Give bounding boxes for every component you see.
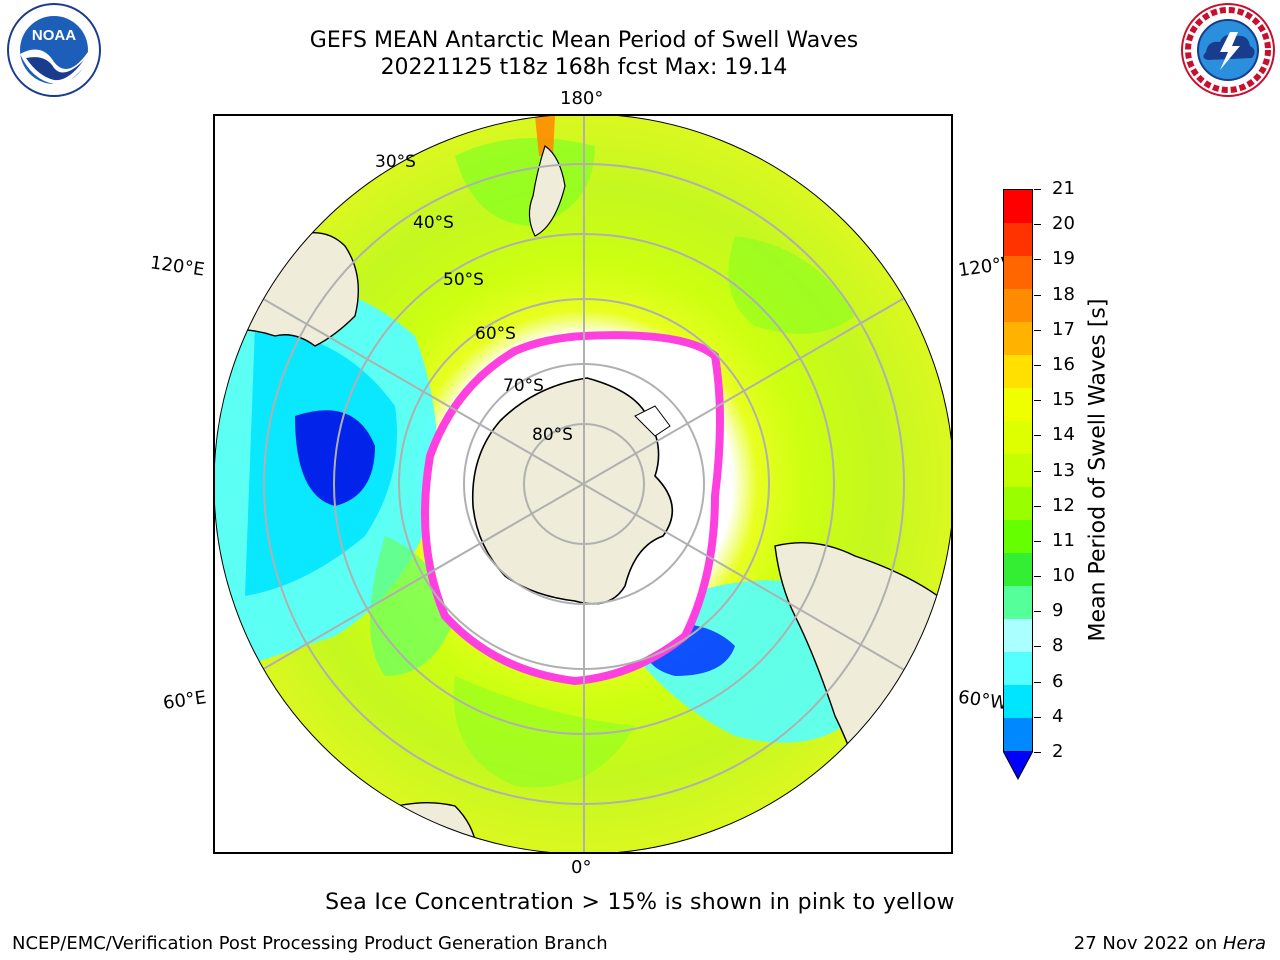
colorbar-segment xyxy=(1004,289,1032,323)
colorbar-segment xyxy=(1004,256,1032,290)
colorbar-extend-arrow xyxy=(1003,751,1033,781)
colorbar-segment xyxy=(1004,355,1032,389)
lon-label-60w: 60°W xyxy=(956,686,1009,715)
colorbar-segment xyxy=(1004,553,1032,587)
colorbar-tick-label: 15 xyxy=(1052,389,1075,411)
lat-label-30s: 30°S xyxy=(375,152,416,172)
lon-label-60e: 60°E xyxy=(161,687,208,714)
colorbar-tick-label: 2 xyxy=(1052,741,1064,762)
colorbar-segment xyxy=(1004,718,1032,752)
colorbar-segment xyxy=(1004,619,1032,653)
sea-ice-note: Sea Ice Concentration > 15% is shown in … xyxy=(325,890,955,915)
colorbar-tick xyxy=(1034,505,1041,507)
noaa-logo-text: NOAA xyxy=(32,27,76,44)
footer-date: 27 Nov 2022 on Hera xyxy=(1074,933,1266,954)
noaa-logo: NOAA xyxy=(2,2,106,98)
colorbar-segment xyxy=(1004,388,1032,422)
colorbar-tick-label: 13 xyxy=(1052,459,1075,481)
lat-label-50s: 50°S xyxy=(443,270,484,290)
colorbar-segment xyxy=(1004,421,1032,455)
colorbar-tick-label: 10 xyxy=(1052,565,1075,587)
lon-label-0: 0° xyxy=(571,857,592,878)
lat-label-70s: 70°S xyxy=(503,376,544,396)
colorbar-tick xyxy=(1034,400,1041,402)
madagascar xyxy=(231,752,296,807)
colorbar-tick xyxy=(1034,716,1041,718)
colorbar-tick xyxy=(1034,646,1041,648)
lon-label-180: 180° xyxy=(560,88,604,109)
colorbar-label: Mean Period of Swell Waves [s] xyxy=(1085,298,1111,642)
colorbar-segment xyxy=(1004,190,1032,224)
colorbar-tick xyxy=(1034,681,1041,683)
lon-label-120e: 120°E xyxy=(148,252,206,281)
colorbar-tick xyxy=(1034,224,1041,226)
colorbar-tick xyxy=(1034,611,1041,613)
graticule xyxy=(215,116,951,852)
australia xyxy=(215,222,360,347)
nws-logo xyxy=(1176,2,1280,98)
colorbar-tick xyxy=(1034,259,1041,261)
colorbar-tick xyxy=(1034,752,1041,753)
colorbar-tick xyxy=(1034,470,1041,472)
lat-label-40s: 40°S xyxy=(413,213,454,233)
colorbar-tick-label: 17 xyxy=(1052,318,1075,340)
colorbar-tick-label: 20 xyxy=(1052,213,1075,235)
colorbar-tick xyxy=(1034,189,1041,190)
colorbar-segment xyxy=(1004,586,1032,620)
colorbar-tick xyxy=(1034,540,1041,542)
colorbar-tick-label: 4 xyxy=(1052,705,1064,727)
colorbar-tick xyxy=(1034,294,1041,296)
lat-label-60s: 60°S xyxy=(475,324,516,344)
colorbar-tick-label: 14 xyxy=(1052,424,1075,446)
colorbar-tick-label: 8 xyxy=(1052,635,1064,657)
colorbar-segment xyxy=(1004,685,1032,719)
colorbar-tick xyxy=(1034,576,1041,578)
colorbar-segment xyxy=(1004,487,1032,521)
colorbar-segment xyxy=(1004,520,1032,554)
colorbar-tick xyxy=(1034,435,1041,437)
colorbar-segment xyxy=(1004,223,1032,257)
africa xyxy=(333,802,478,852)
colorbar-tick xyxy=(1034,364,1041,366)
colorbar-tick-label: 9 xyxy=(1052,600,1064,622)
footer-date-prefix: 27 Nov 2022 on xyxy=(1073,933,1223,954)
colorbar-segment xyxy=(1004,652,1032,686)
colorbar-tick-label: 18 xyxy=(1052,283,1075,305)
footer-machine: Hera xyxy=(1222,933,1266,954)
map-canvas xyxy=(215,116,951,852)
colorbar-tick-label: 11 xyxy=(1052,529,1075,551)
chart-title: GEFS MEAN Antarctic Mean Period of Swell… xyxy=(309,28,859,53)
colorbar xyxy=(1003,189,1033,752)
colorbar-tick-label: 19 xyxy=(1052,248,1075,270)
footer-credit: NCEP/EMC/Verification Post Processing Pr… xyxy=(12,933,608,954)
polar-map xyxy=(213,114,953,854)
lat-label-80s: 80°S xyxy=(532,425,573,445)
new-zealand xyxy=(528,145,566,237)
colorbar-tick-label: 21 xyxy=(1052,178,1075,199)
colorbar-tick-label: 16 xyxy=(1052,353,1075,375)
colorbar-tick-label: 12 xyxy=(1052,494,1075,516)
colorbar-segment xyxy=(1004,454,1032,488)
chart-subtitle: 20221125 t18z 168h fcst Max: 19.14 xyxy=(380,55,788,80)
colorbar-segment xyxy=(1004,322,1032,356)
colorbar-tick-label: 6 xyxy=(1052,670,1064,692)
colorbar-tick xyxy=(1034,329,1041,331)
